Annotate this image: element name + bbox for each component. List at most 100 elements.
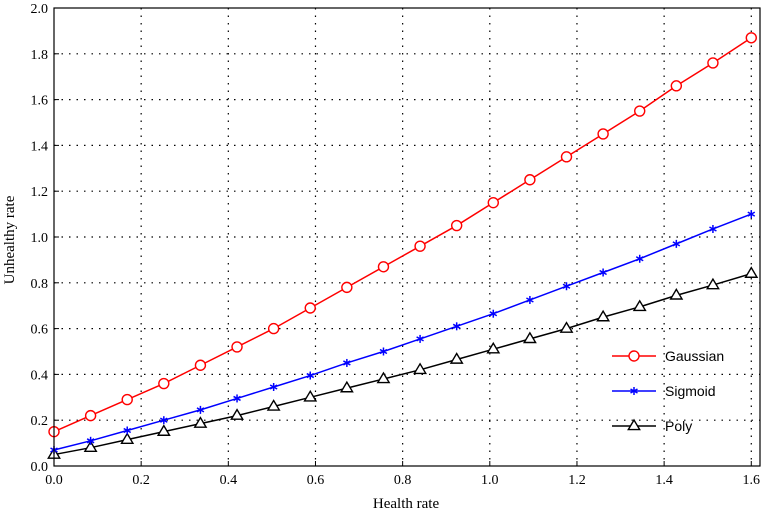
gaussian-point — [670, 80, 683, 92]
gaussian-point — [267, 322, 280, 335]
gaussian-point — [121, 393, 133, 406]
y-tick-label: 0.6 — [31, 323, 49, 338]
poly-point — [120, 432, 135, 444]
legend-label-gaussian: Gaussian — [665, 348, 724, 364]
sigmoid-point — [709, 224, 717, 233]
poly-point — [156, 424, 171, 436]
sigmoid-point — [233, 394, 241, 403]
y-axis-label: Unhealthy rate — [2, 195, 18, 284]
y-tick-label: 0.0 — [31, 460, 49, 475]
x-tick-label: 1.4 — [655, 473, 673, 488]
sigmoid-point — [635, 254, 644, 263]
grid-lines — [54, 8, 760, 466]
legend-item-sigmoid: Sigmoid — [612, 383, 716, 399]
gaussian-point — [84, 409, 97, 422]
gaussian-point — [194, 359, 207, 371]
legend-label-sigmoid: Sigmoid — [665, 383, 716, 399]
gaussian-point — [414, 240, 426, 252]
series-sigmoid — [50, 210, 756, 454]
tick-labels: 0.0 0.2 0.4 0.6 0.8 1.0 1.2 1.4 1.6 0.0 0.2 0.4 0.6 0… — [31, 2, 761, 488]
gaussian-point — [707, 57, 719, 69]
gaussian-point — [487, 196, 499, 209]
gaussian-point — [231, 341, 243, 353]
gaussian-point — [634, 105, 646, 117]
poly-point — [706, 277, 720, 290]
poly-point — [486, 341, 501, 354]
x-tick-label: 0.2 — [132, 473, 150, 488]
gaussian-point — [524, 174, 536, 186]
y-tick-label: 0.8 — [31, 277, 49, 292]
poly-point — [266, 399, 281, 411]
poly-point — [413, 362, 428, 375]
gaussian-point — [304, 302, 316, 314]
sigmoid-point — [489, 309, 498, 318]
poly-point — [559, 321, 574, 333]
y-tick-label: 1.6 — [31, 94, 49, 109]
gaussian-point — [377, 261, 390, 273]
poly-point — [669, 288, 684, 300]
plot-frame — [53, 7, 761, 467]
x-tick-label: 1.0 — [481, 473, 499, 488]
sigmoid-point — [599, 268, 607, 277]
legend-marker-sigmoid — [630, 387, 638, 395]
series-poly — [47, 266, 759, 459]
sigmoid-point — [416, 334, 424, 343]
sigmoid-point — [196, 405, 205, 414]
sigmoid-point — [269, 382, 278, 391]
poly-point — [303, 389, 318, 402]
poly-point — [339, 380, 354, 393]
poly-point — [522, 331, 537, 344]
poly-point — [230, 408, 244, 420]
sigmoid-point — [159, 416, 168, 425]
x-tick-label: 0.4 — [220, 473, 238, 488]
gaussian-point — [560, 151, 573, 163]
legend-item-gaussian: Gaussian — [612, 348, 724, 364]
y-tick-label: 1.4 — [31, 139, 49, 154]
x-tick-label: 0.0 — [45, 473, 63, 488]
x-tick-label: 0.8 — [394, 473, 412, 488]
y-tick-label: 1.0 — [31, 231, 49, 246]
y-tick-label: 0.2 — [31, 414, 49, 429]
y-tick-label: 2.0 — [31, 2, 49, 17]
poly-point — [376, 371, 391, 384]
y-tick-label: 0.4 — [31, 368, 49, 383]
sigmoid-point — [672, 239, 681, 248]
sigmoid-point — [86, 436, 95, 445]
poly-line — [53, 272, 752, 456]
legend-marker-poly — [627, 418, 641, 431]
gaussian-point — [597, 128, 609, 140]
gaussian-point — [158, 377, 170, 390]
sigmoid-point — [306, 371, 315, 380]
legend-item-poly: Poly — [612, 418, 692, 434]
gaussian-line — [53, 37, 752, 433]
sigmoid-point — [123, 426, 132, 435]
legend-label-poly: Poly — [665, 418, 692, 434]
sigmoid-point — [343, 358, 351, 367]
sigmoid-point — [526, 295, 534, 304]
sigmoid-point — [379, 347, 388, 356]
poly-point — [449, 352, 464, 364]
sigmoid-point — [562, 282, 571, 291]
x-tick-label: 0.6 — [307, 473, 325, 488]
y-tick-label: 1.2 — [31, 185, 49, 200]
axis-ticks — [53, 7, 752, 467]
poly-point — [193, 416, 208, 428]
y-tick-label: 1.8 — [31, 48, 49, 63]
series-layer — [47, 32, 759, 459]
x-tick-label: 1.2 — [568, 473, 586, 488]
x-axis-label: Health rate — [373, 496, 440, 512]
poly-point — [83, 440, 98, 452]
gaussian-point — [450, 219, 463, 232]
gaussian-point — [745, 32, 757, 44]
poly-point — [596, 309, 611, 322]
poly-point — [744, 266, 759, 278]
legend-marker-gaussian — [628, 350, 640, 362]
sigmoid-point — [747, 210, 756, 219]
sigmoid-line — [53, 213, 752, 451]
poly-point — [632, 299, 647, 312]
series-gaussian — [48, 32, 757, 438]
x-tick-label: 1.6 — [743, 473, 761, 488]
sigmoid-point — [452, 322, 461, 331]
legend: Gaussian Sigmoid Poly — [612, 348, 724, 434]
